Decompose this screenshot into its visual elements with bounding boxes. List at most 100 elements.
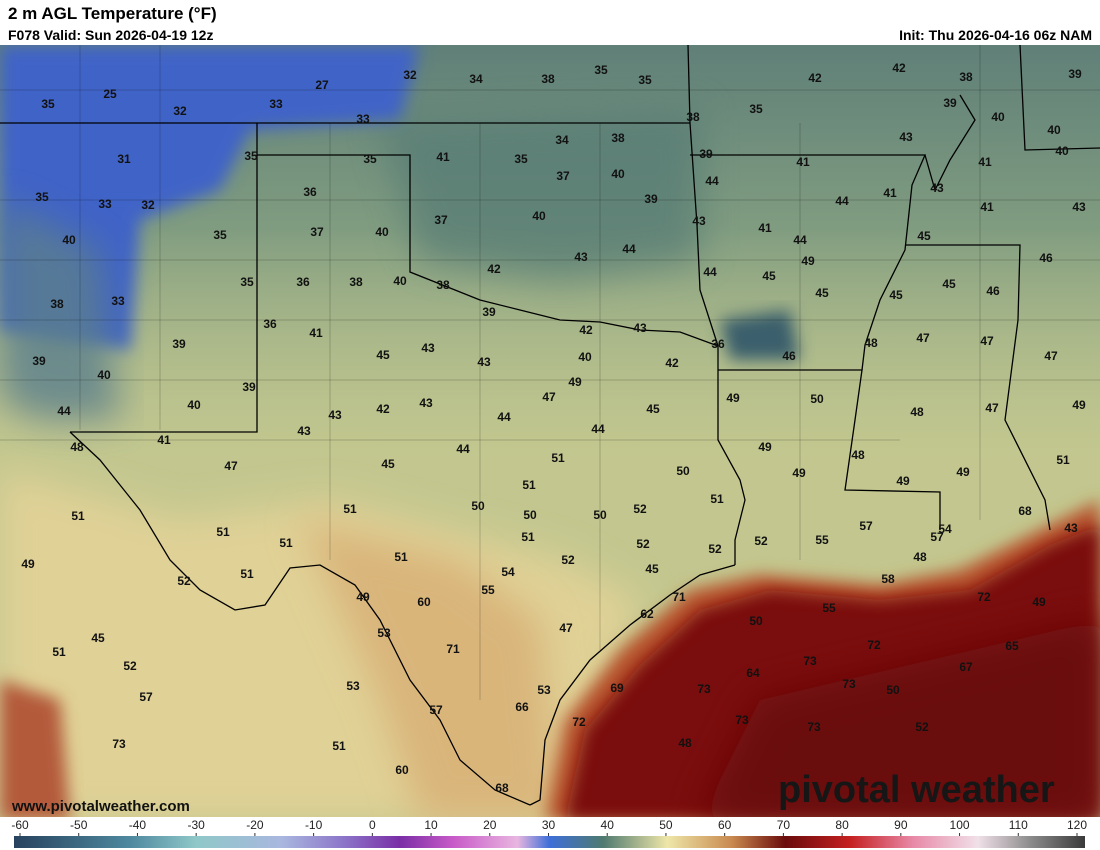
temperature-label: 38 — [959, 70, 973, 84]
temperature-label: 57 — [859, 519, 873, 533]
temperature-label: 53 — [377, 626, 391, 640]
temperature-label: 52 — [633, 502, 647, 516]
temperature-label: 52 — [636, 537, 650, 551]
temperature-label: 46 — [782, 349, 796, 363]
temperature-label: 43 — [930, 181, 944, 195]
temperature-label: 50 — [676, 464, 690, 478]
temperature-label: 40 — [187, 398, 201, 412]
temperature-label: 45 — [942, 277, 956, 291]
temperature-label: 39 — [32, 354, 46, 368]
temperature-label: 42 — [579, 323, 593, 337]
colorbar-tick-label: 50 — [659, 818, 673, 832]
temperature-label: 51 — [1056, 453, 1070, 467]
temperature-label: 57 — [139, 690, 153, 704]
temperature-label: 51 — [521, 530, 535, 544]
temperature-label: 68 — [495, 781, 509, 795]
temperature-label: 47 — [985, 401, 999, 415]
temperature-label: 47 — [980, 334, 994, 348]
temperature-label: 42 — [487, 262, 501, 276]
temperature-label: 39 — [172, 337, 186, 351]
temperature-label: 43 — [419, 396, 433, 410]
temperature-label: 55 — [822, 601, 836, 615]
temperature-label: 47 — [559, 621, 573, 635]
temperature-label: 45 — [917, 229, 931, 243]
colorbar-tick-label: 30 — [542, 818, 556, 832]
temperature-label: 41 — [796, 155, 810, 169]
temperature-label: 44 — [591, 422, 605, 436]
temperature-label: 36 — [303, 185, 317, 199]
colorbar-tick-label: 70 — [777, 818, 791, 832]
temperature-label: 52 — [177, 574, 191, 588]
temperature-label: 37 — [310, 225, 324, 239]
temperature-label: 49 — [896, 474, 910, 488]
colorbar-ticks: -60 -50 -40 -30 -20 -10 0 10 20 30 40 50 60 70 80 90 100… — [11, 818, 1087, 836]
temperature-label: 33 — [98, 197, 112, 211]
temperature-label: 52 — [708, 542, 722, 556]
colorbar-tick-label: -50 — [70, 818, 88, 832]
temperature-field — [0, 45, 1100, 817]
temperature-label: 44 — [793, 233, 807, 247]
temperature-label: 51 — [394, 550, 408, 564]
temperature-label: 73 — [697, 682, 711, 696]
temperature-label: 50 — [523, 508, 537, 522]
temperature-label: 35 — [244, 149, 258, 163]
temperature-label: 38 — [686, 110, 700, 124]
temperature-label: 45 — [381, 457, 395, 471]
temperature-label: 41 — [978, 155, 992, 169]
temperature-label: 51 — [52, 645, 66, 659]
temperature-label: 73 — [803, 654, 817, 668]
temperature-label: 47 — [224, 459, 238, 473]
temperature-label: 51 — [551, 451, 565, 465]
colorbar-tick-label: 60 — [718, 818, 732, 832]
temperature-label: 48 — [910, 405, 924, 419]
colorbar-tick-label: 80 — [835, 818, 849, 832]
temperature-label: 43 — [328, 408, 342, 422]
init-time: Init: Thu 2026-04-16 06z NAM — [899, 27, 1092, 43]
temperature-label: 73 — [112, 737, 126, 751]
temperature-label: 41 — [309, 326, 323, 340]
temperature-label: 43 — [477, 355, 491, 369]
temperature-label: 50 — [749, 614, 763, 628]
temperature-label: 42 — [665, 356, 679, 370]
temperature-label: 40 — [532, 209, 546, 223]
temperature-label: 57 — [429, 703, 443, 717]
temperature-label: 41 — [980, 200, 994, 214]
colorbar-tick-label: 20 — [483, 818, 497, 832]
temperature-label: 49 — [801, 254, 815, 268]
temperature-label: 55 — [481, 583, 495, 597]
temperature-label: 62 — [640, 607, 654, 621]
temperature-label: 37 — [556, 169, 570, 183]
colorbar — [14, 836, 1085, 848]
temperature-label: 36 — [296, 275, 310, 289]
temperature-label: 42 — [376, 402, 390, 416]
temperature-label: 51 — [216, 525, 230, 539]
temperature-label: 38 — [611, 131, 625, 145]
temperature-label: 57 — [930, 530, 944, 544]
temperature-label: 39 — [943, 96, 957, 110]
colorbar-tick-label: 100 — [950, 818, 970, 832]
temperature-label: 60 — [395, 763, 409, 777]
temperature-label: 43 — [574, 250, 588, 264]
temperature-label: 66 — [515, 700, 529, 714]
temperature-label: 41 — [758, 221, 772, 235]
temperature-label: 48 — [70, 440, 84, 454]
temperature-label: 46 — [986, 284, 1000, 298]
temperature-label: 71 — [672, 590, 686, 604]
county-grid — [0, 45, 1100, 700]
temperature-label: 44 — [57, 404, 71, 418]
colorbar-tick-label: 110 — [1009, 818, 1028, 832]
temperature-label: 52 — [561, 553, 575, 567]
temperature-label: 35 — [240, 275, 254, 289]
temperature-label: 40 — [1047, 123, 1061, 137]
temperature-label: 39 — [699, 147, 713, 161]
temperature-label: 45 — [815, 286, 829, 300]
temperature-label: 43 — [633, 321, 647, 335]
temperature-label: 44 — [622, 242, 636, 256]
temperature-label: 51 — [71, 509, 85, 523]
temperature-label: 50 — [593, 508, 607, 522]
temperature-label: 41 — [436, 150, 450, 164]
temperature-label: 54 — [501, 565, 515, 579]
temperature-label: 49 — [1072, 398, 1086, 412]
colorbar-tick-label: 10 — [424, 818, 438, 832]
temperature-label: 43 — [1064, 521, 1078, 535]
